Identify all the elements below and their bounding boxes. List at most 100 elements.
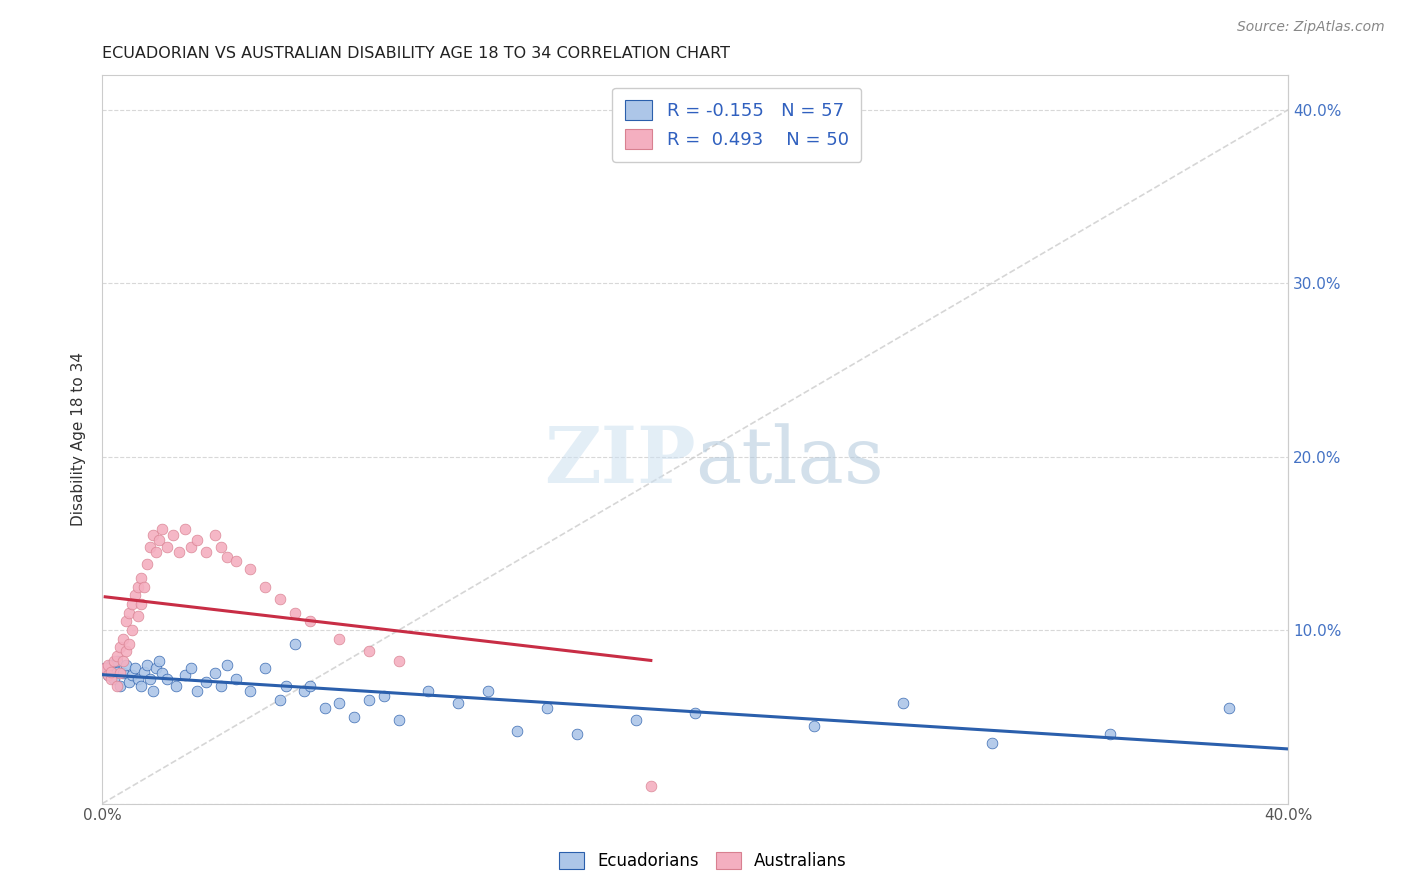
Text: ECUADORIAN VS AUSTRALIAN DISABILITY AGE 18 TO 34 CORRELATION CHART: ECUADORIAN VS AUSTRALIAN DISABILITY AGE … [103, 46, 730, 62]
Point [180, 661, 202, 675]
Point [284, 606, 307, 620]
Point [477, 683, 499, 698]
Point [127, 580, 149, 594]
Point [314, 701, 336, 715]
Point [129, 597, 152, 611]
Point [138, 672, 160, 686]
Point [108, 679, 131, 693]
Point [111, 654, 134, 668]
Point [373, 689, 395, 703]
Point [118, 637, 141, 651]
Point [111, 632, 134, 646]
Point [204, 527, 226, 541]
Point [132, 580, 155, 594]
Point [100, 665, 122, 679]
Point [215, 657, 238, 672]
Point [254, 580, 277, 594]
Point [447, 696, 470, 710]
Text: Source: ZipAtlas.com: Source: ZipAtlas.com [1237, 20, 1385, 34]
Point [624, 714, 647, 728]
Point [108, 666, 131, 681]
Point [274, 679, 297, 693]
Point [1218, 701, 1240, 715]
Point [94, 661, 117, 675]
Point [1099, 727, 1122, 741]
Point [105, 679, 128, 693]
Point [97, 657, 120, 672]
Point [150, 666, 173, 681]
Point [215, 550, 238, 565]
Legend: Ecuadorians, Australians: Ecuadorians, Australians [553, 845, 853, 877]
Point [156, 672, 179, 686]
Point [204, 666, 226, 681]
Point [239, 683, 262, 698]
Point [165, 679, 187, 693]
Point [145, 545, 167, 559]
Point [118, 606, 141, 620]
Point [298, 679, 321, 693]
Point [685, 706, 707, 721]
Point [254, 661, 277, 675]
Point [980, 736, 1002, 750]
Point [127, 672, 149, 686]
Y-axis label: Disability Age 18 to 34: Disability Age 18 to 34 [72, 352, 86, 526]
Point [156, 540, 179, 554]
Point [115, 644, 138, 658]
Point [298, 615, 321, 629]
Point [111, 666, 134, 681]
Point [269, 591, 291, 606]
Point [174, 523, 197, 537]
Point [118, 675, 141, 690]
Point [209, 679, 232, 693]
Point [186, 683, 208, 698]
Point [103, 654, 125, 668]
Legend: R = -0.155   N = 57, R =  0.493    N = 50: R = -0.155 N = 57, R = 0.493 N = 50 [613, 87, 862, 161]
Point [97, 668, 120, 682]
Point [209, 540, 232, 554]
Point [269, 692, 291, 706]
Point [115, 615, 138, 629]
Point [343, 710, 366, 724]
Point [640, 779, 662, 793]
Point [284, 637, 307, 651]
Point [150, 523, 173, 537]
Point [195, 675, 218, 690]
Point [121, 597, 143, 611]
Point [124, 661, 146, 675]
Point [225, 554, 247, 568]
Point [388, 654, 411, 668]
Point [891, 696, 914, 710]
Point [388, 714, 411, 728]
Point [328, 696, 350, 710]
Point [239, 562, 262, 576]
Point [148, 533, 170, 547]
Point [105, 665, 128, 679]
Point [115, 657, 138, 672]
Point [186, 533, 208, 547]
Point [803, 718, 825, 732]
Point [129, 679, 152, 693]
Point [506, 723, 529, 738]
Point [127, 609, 149, 624]
Point [162, 527, 184, 541]
Point [129, 571, 152, 585]
Point [105, 654, 128, 668]
Point [195, 545, 218, 559]
Point [105, 649, 128, 664]
Point [359, 692, 381, 706]
Point [174, 668, 197, 682]
Point [180, 540, 202, 554]
Point [132, 665, 155, 679]
Point [108, 640, 131, 655]
Point [536, 701, 558, 715]
Point [121, 623, 143, 637]
Point [135, 657, 157, 672]
Point [565, 727, 588, 741]
Point [124, 588, 146, 602]
Point [103, 672, 125, 686]
Point [142, 527, 165, 541]
Point [145, 661, 167, 675]
Point [94, 661, 117, 675]
Point [97, 668, 120, 682]
Point [148, 654, 170, 668]
